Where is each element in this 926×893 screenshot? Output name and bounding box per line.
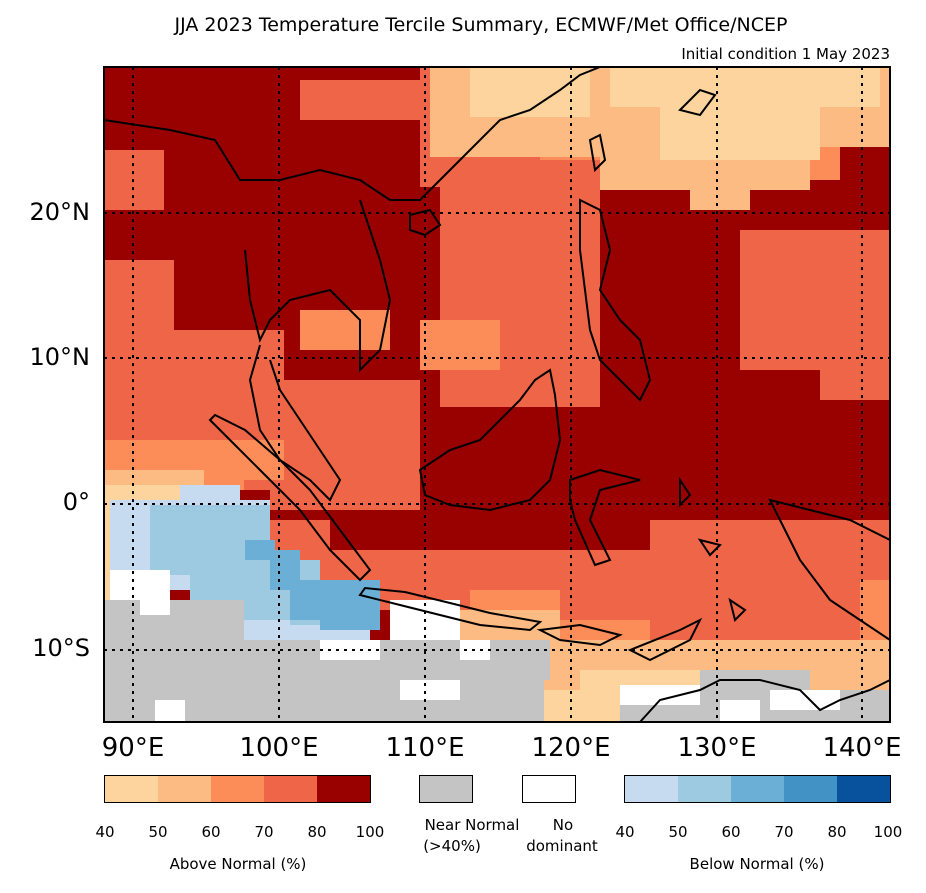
- above-80-100-swatch: [317, 776, 370, 802]
- above-50-60-swatch: [158, 776, 211, 802]
- lat-label-10n: 10°N: [29, 343, 91, 371]
- lon-label-100e: 100°E: [239, 733, 319, 763]
- below-tick: 40: [615, 823, 635, 841]
- below-tick: 70: [774, 823, 794, 841]
- lon-label-140e: 140°E: [822, 733, 902, 763]
- below-normal-legend-title: Below Normal (%): [689, 855, 825, 873]
- no-dominant-swatch: [522, 775, 576, 803]
- above-tick: 50: [148, 823, 168, 841]
- above-40-50-swatch: [105, 776, 158, 802]
- lon-label-110e: 110°E: [385, 733, 465, 763]
- below-tick: 80: [827, 823, 847, 841]
- below-60-70-swatch: [731, 776, 784, 802]
- lat-label-20n: 20°N: [29, 198, 91, 226]
- above-tick: 100: [355, 823, 385, 841]
- lon-label-120e: 120°E: [531, 733, 611, 763]
- above-normal-colorbar: [104, 775, 371, 803]
- coastlines: [104, 67, 890, 722]
- lat-label-10s: 10°S: [32, 634, 90, 662]
- below-40-50-swatch: [625, 776, 678, 802]
- above-tick: 60: [201, 823, 221, 841]
- lon-label-90e: 90°E: [101, 733, 165, 763]
- near-normal-label-line1: Near Normal: [424, 816, 520, 834]
- below-60-70-region: [245, 540, 380, 630]
- no-dominant-label-line2: dominant: [526, 837, 598, 855]
- above-tick: 70: [254, 823, 274, 841]
- below-80-100-swatch: [837, 776, 890, 802]
- below-tick: 60: [721, 823, 741, 841]
- lat-label-equator: 0°: [62, 488, 90, 516]
- below-50-60-swatch: [678, 776, 731, 802]
- below-normal-colorbar: [624, 775, 891, 803]
- no-dominant-label-line1: No: [552, 816, 574, 834]
- above-60-70-swatch: [211, 776, 264, 802]
- graticule: [104, 67, 890, 722]
- map-title: JJA 2023 Temperature Tercile Summary, EC…: [174, 14, 788, 36]
- map-frame: [103, 66, 891, 723]
- above-normal-legend-title: Above Normal (%): [169, 855, 307, 873]
- lon-label-130e: 130°E: [677, 733, 757, 763]
- map-subtitle: Initial condition 1 May 2023: [681, 45, 890, 63]
- below-70-80-swatch: [784, 776, 837, 802]
- near-normal-swatch: [419, 775, 473, 803]
- above-tick: 80: [307, 823, 327, 841]
- above-70-80-swatch: [264, 776, 317, 802]
- below-tick: 100: [873, 823, 903, 841]
- near-normal-label-line2: (>40%): [423, 837, 481, 855]
- above-tick: 40: [95, 823, 115, 841]
- below-tick: 50: [668, 823, 688, 841]
